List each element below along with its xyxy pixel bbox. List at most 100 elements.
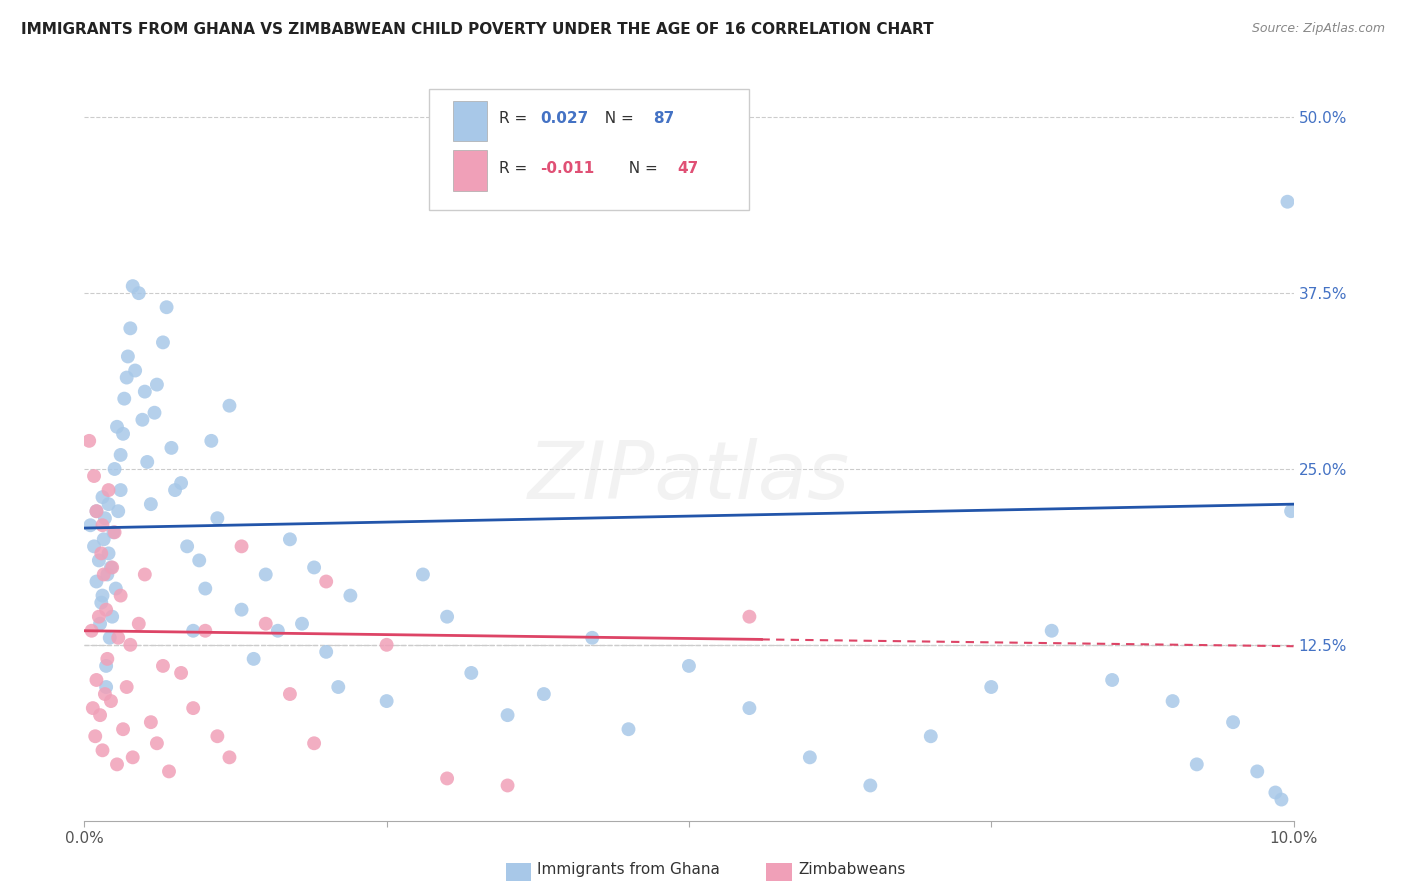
Point — [157, 764, 180, 779]
Text: N =: N = — [619, 161, 662, 177]
Point — [134, 384, 156, 399]
Point — [107, 504, 129, 518]
Point — [859, 779, 882, 793]
Text: ZIPatlas: ZIPatlas — [527, 438, 851, 516]
Point — [104, 462, 127, 476]
Point — [176, 539, 198, 553]
Point — [100, 560, 122, 574]
Point — [1264, 785, 1286, 799]
Point — [103, 525, 125, 540]
Point — [533, 687, 555, 701]
Point — [82, 701, 104, 715]
Point — [105, 419, 128, 434]
Point — [278, 533, 301, 547]
Point — [207, 729, 229, 743]
Point — [557, 124, 579, 138]
Point — [89, 708, 111, 723]
Point — [120, 321, 142, 335]
Point — [152, 335, 174, 350]
Point — [231, 602, 253, 616]
Point — [94, 659, 117, 673]
Point — [94, 602, 117, 616]
Point — [101, 560, 124, 574]
Point — [112, 392, 135, 406]
Point — [146, 377, 169, 392]
Point — [302, 560, 325, 574]
Point — [87, 553, 110, 567]
Point — [91, 518, 114, 533]
Point — [91, 743, 114, 757]
Point — [315, 574, 337, 589]
Text: 47: 47 — [676, 161, 699, 177]
Point — [181, 701, 204, 715]
Point — [412, 567, 434, 582]
Point — [155, 300, 177, 314]
Text: 0.027: 0.027 — [540, 112, 589, 127]
Point — [77, 434, 100, 448]
Point — [139, 497, 162, 511]
Point — [194, 582, 217, 596]
Point — [1277, 194, 1299, 209]
Point — [302, 736, 325, 750]
Point — [218, 750, 240, 764]
Point — [128, 286, 150, 301]
Text: N =: N = — [595, 112, 638, 127]
Point — [617, 723, 640, 737]
Point — [1040, 624, 1063, 638]
Point — [104, 582, 127, 596]
Point — [339, 589, 361, 603]
Point — [181, 624, 204, 638]
Point — [97, 483, 120, 497]
Point — [83, 539, 105, 553]
Text: 87: 87 — [652, 112, 673, 127]
Point — [194, 624, 217, 638]
Point — [86, 504, 108, 518]
Point — [105, 757, 128, 772]
Point — [278, 687, 301, 701]
Point — [86, 574, 108, 589]
Point — [375, 694, 398, 708]
Point — [134, 567, 156, 582]
Point — [115, 680, 138, 694]
Point — [496, 708, 519, 723]
Point — [200, 434, 222, 448]
Point — [86, 673, 108, 687]
Point — [160, 441, 183, 455]
Point — [124, 363, 146, 377]
Point — [79, 518, 101, 533]
Point — [1279, 504, 1302, 518]
Point — [146, 736, 169, 750]
Point — [87, 609, 110, 624]
FancyBboxPatch shape — [429, 89, 749, 210]
Point — [120, 638, 142, 652]
Point — [581, 631, 603, 645]
Point — [90, 596, 112, 610]
Point — [254, 616, 277, 631]
Point — [107, 631, 129, 645]
Point — [112, 723, 135, 737]
Point — [83, 469, 105, 483]
Point — [188, 553, 211, 567]
Point — [1185, 757, 1208, 772]
Text: -0.011: -0.011 — [540, 161, 595, 177]
Point — [1101, 673, 1123, 687]
Point — [460, 665, 482, 680]
Point — [1246, 764, 1268, 779]
Point — [110, 448, 132, 462]
Point — [436, 772, 458, 786]
Point — [920, 729, 942, 743]
Point — [799, 750, 821, 764]
Point — [112, 426, 135, 441]
Point — [80, 624, 103, 638]
Point — [100, 694, 122, 708]
Point — [242, 652, 264, 666]
Point — [101, 609, 124, 624]
Point — [267, 624, 290, 638]
Point — [1222, 715, 1244, 730]
Point — [231, 539, 253, 553]
Point — [98, 631, 121, 645]
Point — [139, 715, 162, 730]
Point — [207, 511, 229, 525]
Point — [91, 490, 114, 504]
Point — [97, 497, 120, 511]
